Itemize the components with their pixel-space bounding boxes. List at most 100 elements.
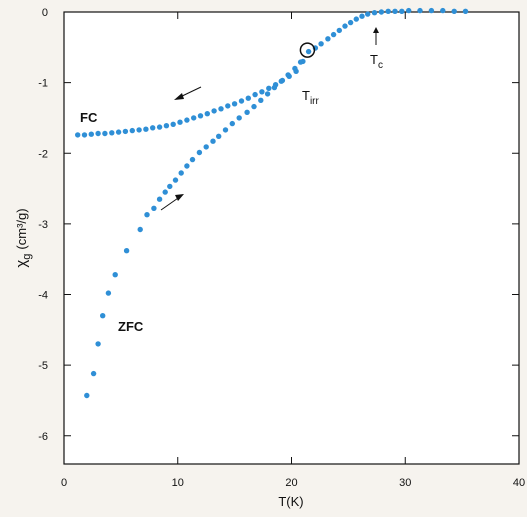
fc-data-point [115, 129, 122, 135]
zfc-data-point [210, 138, 216, 144]
fc-data-point [81, 132, 88, 138]
transition-data-point [371, 10, 378, 16]
fc-data-point [109, 130, 115, 136]
fc-data-point [259, 89, 265, 95]
tc-arrow-head [373, 27, 379, 33]
zfc-data-point [95, 341, 101, 347]
zfc-data-point [167, 183, 173, 190]
plot-area [63, 11, 520, 465]
tirr-marker-circle [299, 42, 316, 58]
y-tick-label: -2 [38, 148, 48, 160]
fc-data-point [266, 85, 272, 92]
transition-data-point [440, 7, 446, 14]
fc-data-point [122, 128, 129, 135]
zfc-data-point [244, 109, 250, 116]
x-tick-label: 40 [513, 477, 525, 489]
zfc-data-point [278, 78, 284, 84]
zfc-data-point [264, 91, 271, 97]
fc-data-point [95, 130, 101, 137]
zfc-label: ZFC [118, 319, 144, 334]
fc-data-point [252, 91, 258, 98]
transition-data-point [392, 8, 398, 14]
zfc-data-point [162, 189, 168, 195]
transition-data-point [347, 19, 354, 26]
transition-data-point [342, 23, 348, 29]
fc-data-point [197, 113, 204, 119]
zfc-data-point [105, 290, 112, 296]
transition-data-point [462, 8, 469, 14]
zfc-data-point [196, 149, 203, 156]
zfc-data-point [297, 59, 304, 65]
y-tick-label: -4 [38, 290, 48, 302]
zfc-data-point [84, 392, 90, 399]
transition-data-point [417, 7, 423, 14]
y-axis-title: χg (cm³/g) [13, 208, 33, 267]
zfc-data-point [151, 205, 157, 211]
fc-data-point [204, 111, 210, 117]
fc-data-point [75, 132, 81, 138]
x-tick-label: 0 [61, 477, 67, 489]
fc-data-point [143, 126, 149, 132]
transition-data-point [378, 9, 385, 15]
zfc-data-point [292, 65, 298, 72]
fc-data-point [156, 124, 163, 130]
fc-data-point [218, 106, 224, 112]
transition-data-point [353, 16, 359, 22]
transition-data-point [451, 8, 457, 14]
tirr-sub: irr [310, 96, 320, 107]
x-tick-label: 30 [399, 477, 411, 489]
fc-data-point [245, 95, 251, 101]
x-tick-label: 20 [285, 477, 297, 489]
y-tick-label: -5 [38, 360, 48, 372]
fc-label: FC [80, 110, 98, 125]
zfc-data-point [236, 115, 242, 121]
y-tick-label: 0 [42, 7, 48, 19]
zfc-data-point [258, 97, 264, 104]
y-axis-subscript: g [21, 254, 33, 260]
x-axis-title: T(K) [278, 494, 303, 509]
transition-data-point [365, 11, 371, 17]
y-tick-label: -1 [38, 78, 48, 90]
zfc-data-point [112, 272, 118, 278]
fc-data-point [231, 101, 238, 107]
tirr-main: T [302, 88, 310, 103]
zfc-data-point [172, 177, 179, 183]
zfc-data-point [271, 84, 278, 91]
zfc-data-point [123, 248, 130, 254]
transition-data-point [359, 13, 365, 19]
transition-data-point [399, 8, 405, 14]
fc-data-point [184, 117, 190, 123]
fc-data-point [150, 125, 156, 131]
fc-data-point [211, 108, 217, 114]
fc-data-point [136, 127, 142, 133]
zfc-data-point [251, 103, 257, 110]
zfc-data-point [178, 170, 184, 176]
transition-data-point [428, 7, 435, 14]
transition-data-point [330, 31, 337, 38]
transition-data-point [385, 8, 391, 14]
transition-data-point [336, 27, 342, 34]
fc-data-point [129, 127, 135, 134]
fc-data-point [225, 103, 231, 109]
zfc-data-point [189, 156, 196, 163]
zfc-data-point [222, 127, 229, 133]
zfc-data-point [90, 370, 97, 377]
zfc-data-point [137, 226, 143, 233]
transition-data-point [406, 7, 412, 14]
fc-data-point [238, 98, 245, 104]
tc-main: T [370, 52, 378, 67]
annotation-layer: FC ZFC Tirr Tc [80, 27, 383, 334]
y-axis-unit: (cm³/g) [14, 208, 29, 249]
transition-data-point [305, 48, 312, 55]
zfc-data-point [203, 144, 209, 150]
zfc-data-point [229, 120, 235, 127]
zfc-data-point [156, 196, 163, 202]
fc-data-point [170, 121, 176, 128]
tirr-label: Tirr [302, 88, 320, 107]
ticks-layer: 0 10 20 30 40 0 -1 -2 -3 -4 -5 -6 [38, 7, 525, 489]
fc-data-point [88, 131, 95, 137]
transition-data-point [325, 36, 331, 42]
tc-label: Tc [370, 52, 383, 71]
